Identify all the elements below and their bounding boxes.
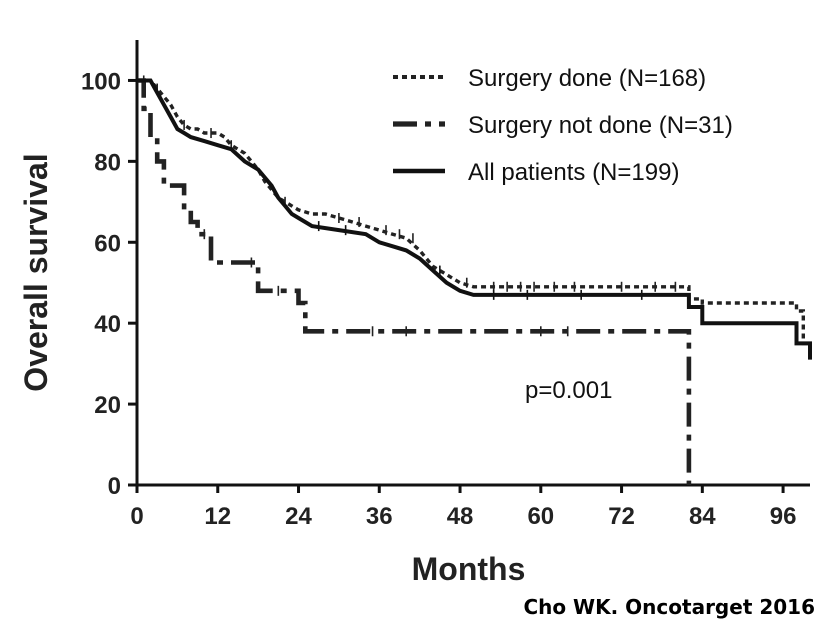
y-tick-label: 100: [81, 68, 121, 95]
x-axis-title: Months: [412, 551, 526, 587]
x-tick-label: 72: [608, 503, 635, 530]
x-tick-label: 84: [689, 503, 716, 530]
x-tick-label: 60: [527, 503, 554, 530]
legend: Surgery done (N=168) Surgery not done (N=…: [393, 65, 733, 186]
y-axis-title: Overall survival: [18, 153, 54, 391]
x-tick-label: 24: [285, 503, 312, 530]
y-tick-label: 80: [94, 149, 121, 176]
y-tick-label: 60: [94, 230, 121, 257]
x-axis-ticks: 0 12 24 36 48 60 72 84 96: [130, 485, 796, 530]
x-tick-label: 12: [204, 503, 231, 530]
y-tick-label: 40: [94, 311, 121, 338]
x-tick-label: 96: [770, 503, 797, 530]
x-tick-label: 48: [447, 503, 474, 530]
y-tick-label: 0: [108, 473, 121, 500]
x-tick-label: 0: [130, 503, 143, 530]
p-value-annotation: p=0.001: [525, 377, 612, 404]
series-line: [137, 78, 812, 360]
series-layer: [137, 75, 812, 485]
legend-label: Surgery done (N=168): [468, 65, 706, 92]
series-3: [137, 78, 812, 360]
series-2: [137, 78, 692, 485]
y-axis-ticks: 0 20 40 60 80 100: [81, 68, 137, 500]
legend-label: Surgery not done (N=31): [468, 112, 733, 139]
x-tick-label: 36: [366, 503, 393, 530]
y-tick-label: 20: [94, 392, 121, 419]
series-line: [137, 78, 692, 485]
figure-credit: Cho WK. Oncotarget 2016: [523, 595, 815, 619]
legend-label: All patients (N=199): [468, 159, 679, 186]
